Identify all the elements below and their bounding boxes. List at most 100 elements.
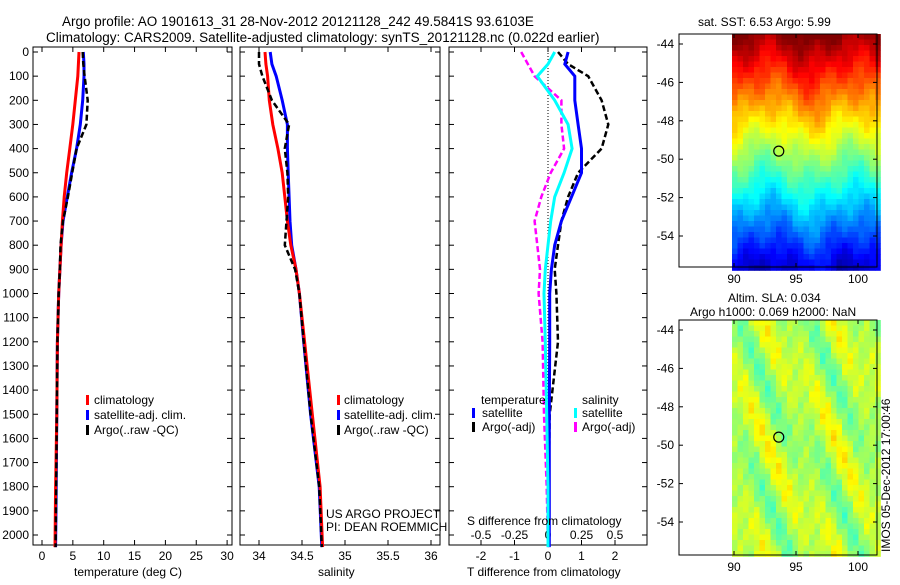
map-cell	[803, 45, 810, 51]
map-cell	[798, 452, 804, 458]
map-cell	[836, 320, 843, 326]
map-cell	[814, 232, 821, 238]
map-cell	[809, 452, 815, 458]
map-cell	[869, 518, 876, 524]
map-cell	[864, 452, 870, 458]
map-cell	[787, 545, 793, 552]
map-cell	[858, 254, 865, 260]
map-cell	[875, 441, 881, 447]
map-cell	[748, 452, 755, 458]
map-cell	[842, 50, 848, 57]
map-cell	[831, 50, 837, 57]
s-argo-diff-line	[520, 51, 566, 548]
map-cell	[732, 391, 738, 398]
map-cell	[770, 391, 777, 398]
map-cell	[825, 45, 832, 51]
map-cell	[814, 474, 821, 480]
map-cell	[803, 402, 810, 409]
map-cell	[836, 413, 843, 420]
map-cell	[798, 193, 804, 200]
map-cell	[864, 441, 870, 447]
map-cell	[858, 78, 865, 84]
map-cell	[814, 347, 821, 354]
map-cell	[737, 518, 744, 524]
map-cell	[732, 540, 738, 546]
map-cell	[836, 89, 843, 95]
map-cell	[836, 100, 843, 106]
map-cell	[759, 100, 766, 106]
map-cell	[820, 375, 826, 381]
map-cell	[814, 50, 821, 57]
map-cell	[847, 182, 854, 189]
map-cell	[743, 182, 749, 189]
map-cell	[781, 408, 788, 414]
map-cell	[732, 94, 738, 101]
map-cell	[770, 534, 777, 541]
map-cell	[748, 336, 755, 343]
map-cell	[787, 50, 793, 57]
difference-panel: -2 -1 0 1 2-0.5 -0.25 0 0.25 0.5	[448, 46, 648, 563]
map-cell	[787, 501, 793, 508]
map-cell	[792, 171, 799, 178]
map-cell	[759, 386, 766, 392]
map-cell	[814, 457, 821, 464]
map-cell	[737, 188, 744, 194]
map-cell	[748, 545, 755, 552]
map-cell	[842, 45, 848, 51]
map-cell	[809, 353, 815, 359]
map-cell	[831, 45, 837, 51]
map-cell	[765, 474, 771, 480]
map-cell	[803, 424, 810, 431]
map-cell	[787, 199, 793, 205]
map-cell	[831, 83, 837, 90]
map-cell	[842, 177, 848, 183]
map-cell	[787, 325, 793, 332]
map-cell	[847, 226, 854, 233]
map-cell	[732, 83, 738, 90]
map-cell	[864, 226, 870, 233]
map-cell	[743, 67, 749, 73]
map-cell	[831, 89, 837, 95]
map-cell	[765, 226, 771, 233]
map-cell	[847, 45, 854, 51]
map-cell	[831, 479, 837, 486]
map-cell	[776, 485, 782, 491]
map-cell	[820, 441, 826, 447]
map-cell	[759, 116, 766, 123]
map-cell	[776, 358, 782, 365]
map-cell	[759, 529, 766, 535]
map-cell	[809, 518, 815, 524]
map-cell	[825, 540, 832, 546]
map-cell	[748, 540, 755, 546]
map-cell	[770, 490, 777, 497]
map-cell	[765, 551, 771, 557]
map-cell	[743, 358, 749, 365]
map-cell	[743, 468, 749, 475]
map-cell	[759, 419, 766, 425]
map-cell	[858, 551, 865, 557]
map-cell	[781, 441, 788, 447]
map-cell	[825, 347, 832, 354]
y-tick-label: -44	[657, 37, 675, 51]
map-cell	[743, 353, 749, 359]
map-cell	[809, 237, 815, 244]
map-cell	[842, 111, 848, 117]
map-cell	[875, 468, 881, 475]
map-cell	[732, 485, 738, 491]
map-cell	[776, 474, 782, 480]
map-cell	[792, 226, 799, 233]
y-tick-label: 1100	[3, 311, 29, 325]
map-cell	[798, 369, 804, 376]
map-cell	[732, 331, 738, 337]
map-cell	[847, 485, 854, 491]
map-cell	[770, 254, 777, 260]
map-cell	[847, 479, 854, 486]
map-cell	[842, 94, 848, 101]
map-cell	[831, 402, 837, 409]
map-cell	[875, 545, 881, 552]
map-cell	[770, 529, 777, 535]
map-cell	[858, 408, 865, 414]
map-cell	[770, 237, 777, 244]
map-cell	[743, 243, 749, 249]
